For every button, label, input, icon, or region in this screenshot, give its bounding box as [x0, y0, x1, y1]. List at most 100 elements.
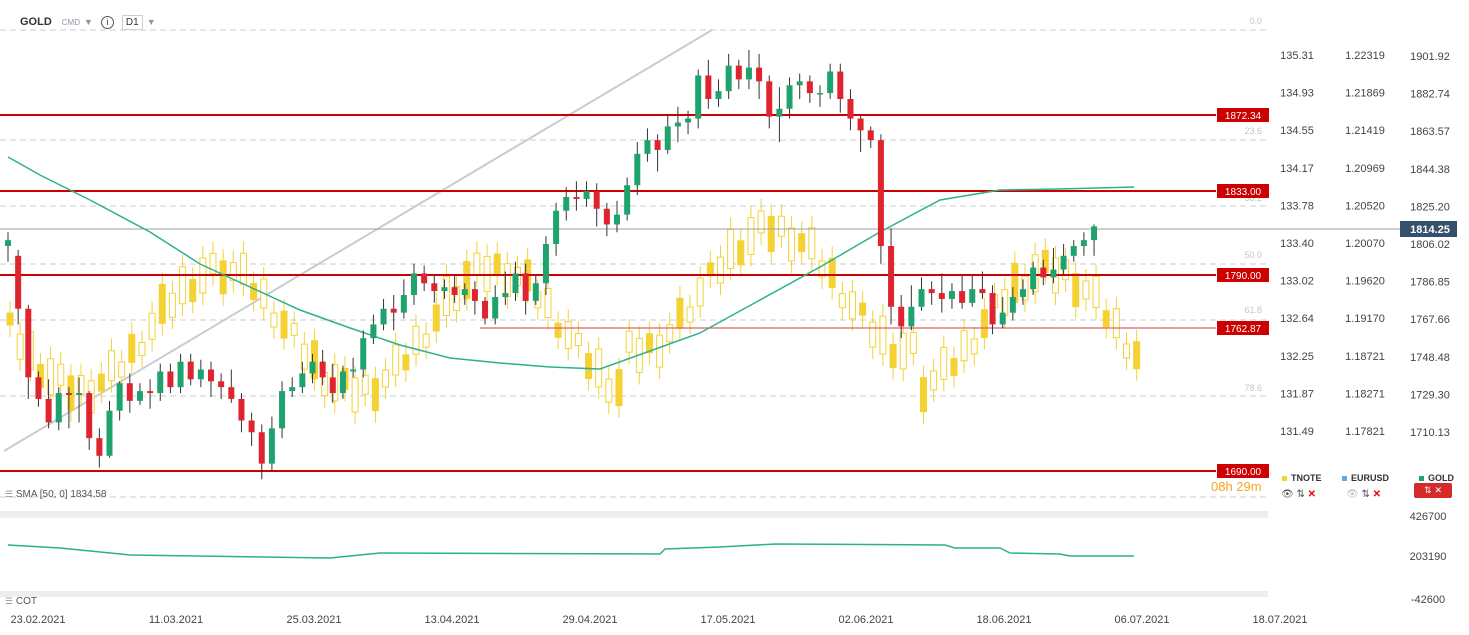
gold-candle-bullish[interactable] [441, 287, 448, 292]
sma-indicator-label[interactable]: ☰ SMA [50, 0] 1834.58 [5, 489, 107, 500]
gold-candle-bullish[interactable] [725, 65, 732, 92]
gold-candle-bullish[interactable] [614, 214, 620, 225]
gold-candle-bullish[interactable] [461, 289, 468, 296]
sort-icon[interactable]: ⇅ [1296, 489, 1305, 500]
gold-candle-bearish[interactable] [867, 130, 874, 141]
gold-candle-bullish[interactable] [776, 108, 783, 117]
gold-candle-bearish[interactable] [888, 246, 895, 307]
gold-candle-bearish[interactable] [329, 377, 336, 394]
gold-candle-bullish[interactable] [157, 371, 164, 394]
close-icon[interactable]: ✕ [1434, 485, 1443, 495]
gold-candle-bullish[interactable] [999, 312, 1006, 325]
gold-candle-bearish[interactable] [319, 361, 326, 378]
gold-candle-bullish[interactable] [553, 210, 560, 245]
gold-candle-bullish[interactable] [116, 383, 123, 411]
sma-line[interactable] [7, 156, 1135, 370]
gold-candle-bullish[interactable] [948, 291, 955, 299]
legend-eurusd[interactable]: EURUSD [1342, 473, 1389, 483]
gold-candle-bearish[interactable] [25, 308, 32, 378]
gold-candle-bullish[interactable] [289, 387, 296, 392]
pane-separator[interactable] [0, 511, 1268, 518]
gold-candle-bearish[interactable] [959, 291, 966, 303]
close-icon[interactable]: ✕ [1307, 489, 1317, 500]
gold-candle-bullish[interactable] [827, 71, 834, 94]
gold-candle-bearish[interactable] [1040, 267, 1047, 278]
gold-candle-bearish[interactable] [431, 283, 438, 292]
gold-candle-bullish[interactable] [400, 295, 407, 313]
gold-candle-bearish[interactable] [228, 387, 235, 399]
gold-candle-bearish[interactable] [248, 420, 255, 433]
info-icon[interactable]: i [100, 15, 114, 29]
gold-candle-bearish[interactable] [390, 308, 397, 313]
gold-candle-bullish[interactable] [624, 185, 631, 215]
gold-candle-bullish[interactable] [796, 81, 803, 86]
cot-line[interactable] [7, 543, 1134, 559]
gold-candle-bearish[interactable] [15, 255, 22, 309]
gold-candle-bearish[interactable] [96, 438, 103, 456]
gold-candle-bullish[interactable] [5, 240, 11, 247]
gold-candle-bearish[interactable] [857, 118, 864, 131]
gold-candle-bearish[interactable] [258, 432, 265, 464]
level-label-box[interactable] [1217, 184, 1269, 198]
gold-candle-bearish[interactable] [522, 273, 529, 301]
gold-candle-bullish[interactable] [918, 289, 925, 307]
close-icon[interactable]: ✕ [1372, 489, 1382, 500]
gold-candle-bearish[interactable] [705, 75, 712, 99]
legend-gold[interactable]: GOLD [1419, 473, 1454, 483]
gold-candle-bullish[interactable] [1070, 246, 1077, 256]
timeframe-select[interactable]: D1 [121, 14, 143, 30]
gold-candle-bullish[interactable] [502, 293, 509, 297]
gold-candle-bearish[interactable] [421, 273, 428, 284]
gold-candle-bullish[interactable] [1080, 240, 1087, 247]
gold-candle-bearish[interactable] [928, 289, 935, 294]
gold-candle-bullish[interactable] [1020, 289, 1026, 297]
cot-indicator-label[interactable]: ☰ COT [5, 596, 37, 607]
gold-candle-bullish[interactable] [563, 196, 570, 211]
level-label-box[interactable] [1217, 108, 1269, 122]
gold-candle-bullish[interactable] [1050, 269, 1057, 278]
gold-candle-bullish[interactable] [1060, 255, 1067, 270]
gold-candle-bullish[interactable] [908, 306, 915, 327]
gold-candle-bullish[interactable] [634, 153, 641, 186]
gold-candle-bullish[interactable] [350, 369, 357, 372]
gold-candle-bullish[interactable] [339, 371, 346, 394]
gold-candle-bullish[interactable] [695, 75, 702, 119]
gold-candle-bearish[interactable] [593, 191, 600, 209]
gold-candle-bullish[interactable] [380, 308, 387, 325]
gold-candle-bullish[interactable] [197, 369, 204, 380]
gold-candle-bearish[interactable] [208, 369, 214, 382]
gold-candle-bearish[interactable] [147, 391, 154, 394]
gold-candle-bearish[interactable] [573, 196, 580, 199]
gold-candle-bearish[interactable] [989, 293, 996, 325]
gold-candle-bullish[interactable] [370, 324, 377, 339]
gold-candle-bearish[interactable] [238, 398, 245, 421]
gold-candle-bearish[interactable] [187, 361, 194, 380]
gold-candle-bullish[interactable] [745, 67, 752, 80]
gold-candle-bullish[interactable] [786, 85, 793, 109]
level-label-box[interactable] [1217, 321, 1269, 335]
gold-candle-bearish[interactable] [451, 287, 458, 296]
gold-candle-bullish[interactable] [268, 428, 275, 464]
gold-candle-bullish[interactable] [299, 373, 306, 388]
gold-candle-bullish[interactable] [583, 191, 590, 199]
gold-candle-bullish[interactable] [685, 118, 692, 123]
legend-tnote[interactable]: TNOTE [1282, 473, 1322, 483]
gold-candle-bearish[interactable] [654, 140, 661, 150]
gold-candle-bearish[interactable] [847, 98, 854, 119]
level-label-box[interactable] [1217, 268, 1269, 282]
gold-candle-bearish[interactable] [482, 300, 489, 319]
gold-candle-bullish[interactable] [715, 91, 722, 99]
gold-candle-bullish[interactable] [817, 93, 823, 95]
gold-candle-bearish[interactable] [218, 381, 225, 388]
menu-icon[interactable]: ☰ [5, 596, 14, 606]
gold-candle-bearish[interactable] [898, 306, 905, 327]
gold-candle-bearish[interactable] [766, 81, 773, 117]
gold-candle-bearish[interactable] [65, 393, 72, 396]
gold-candle-bullish[interactable] [644, 140, 651, 154]
gold-candle-bullish[interactable] [411, 273, 417, 296]
gold-candle-bearish[interactable] [735, 65, 742, 80]
gold-candle-bearish[interactable] [35, 377, 42, 399]
gold-candle-bearish[interactable] [86, 393, 93, 439]
gold-candle-bearish[interactable] [938, 293, 945, 299]
